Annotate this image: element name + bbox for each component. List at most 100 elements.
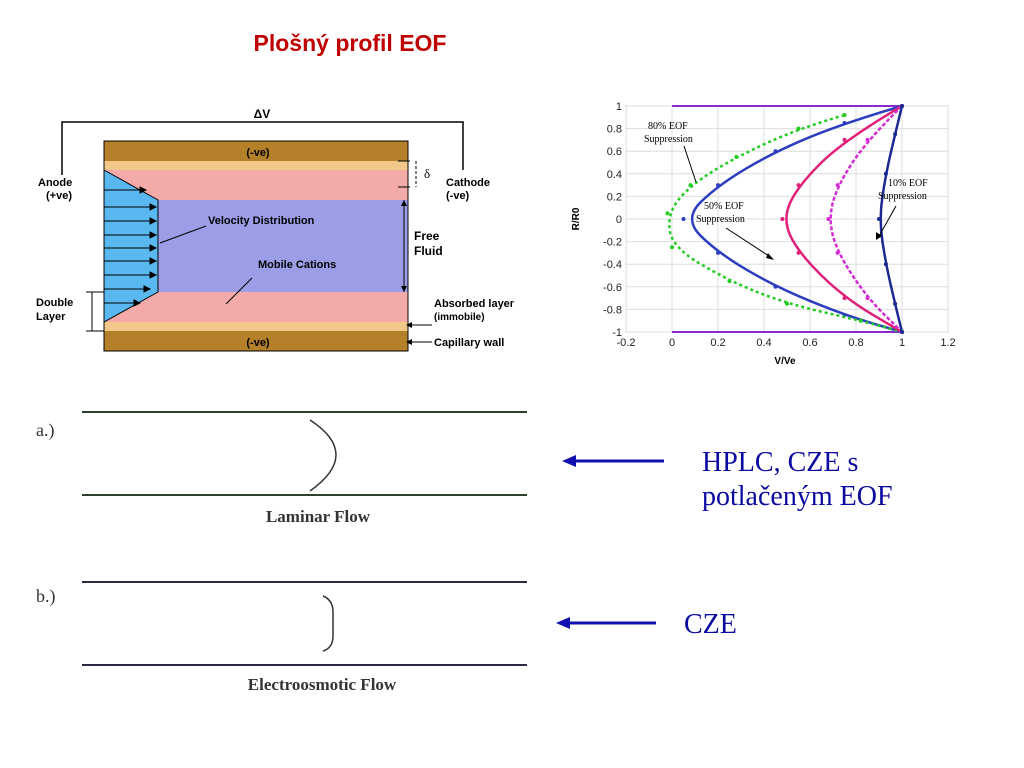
- x-tick-7: 1.2: [940, 337, 955, 349]
- x-tick-4: 0.6: [802, 337, 817, 349]
- series-line-0: [690, 104, 903, 334]
- top-wall-charge: (-ve): [246, 147, 270, 159]
- annotation-10: 10% EOF: [888, 178, 928, 189]
- anode-charge: (+ve): [46, 190, 72, 202]
- series-0-point-2: [773, 149, 778, 154]
- annotation-80-2: Suppression: [644, 134, 693, 145]
- note-eof: CZE: [684, 609, 737, 640]
- y-tick-2: 0.6: [607, 146, 622, 158]
- bottom-wall-charge: (-ve): [246, 337, 270, 349]
- x-tick-0: -0.2: [617, 337, 636, 349]
- capillary-diagram: ΔV (-ve) (-ve) δ Anode (+ve) Cathode (-v…: [36, 107, 515, 352]
- series-4-point-6: [900, 330, 904, 334]
- eof-velocity-chart: -0.2 0 0.2 0.4 0.6 0.8 1 1.210.80.60.40.20-0.2-…: [571, 101, 956, 367]
- double-layer-label: Double: [36, 297, 73, 309]
- series-1-point-4: [665, 211, 670, 216]
- series-line-3: [829, 105, 903, 333]
- y-tick-6: -0.2: [603, 237, 622, 249]
- y-tick-8: -0.6: [603, 282, 622, 294]
- y-tick-1: 0.8: [607, 124, 622, 136]
- voltage-wire: [61, 121, 464, 175]
- series-1-point-6: [727, 279, 732, 284]
- eof-caption: Electroosmotic Flow: [248, 675, 397, 694]
- series-1-point-0: [842, 113, 847, 118]
- top-absorbed-layer: [104, 161, 408, 170]
- x-tick-1: 0: [669, 337, 675, 349]
- note-laminar: HPLC, CZE s potlačeným EOF: [702, 446, 893, 514]
- y-tick-0: 1: [616, 101, 622, 113]
- series-1-point-7: [785, 301, 789, 306]
- x-tick-3: 0.4: [756, 337, 771, 349]
- series-0-point-3: [716, 183, 720, 188]
- free-fluid-label: Free: [414, 229, 440, 243]
- series-4-point-3: [877, 217, 881, 221]
- capillary-wall-label: Capillary wall: [434, 337, 504, 349]
- annotation-50: 50% EOF: [704, 201, 744, 212]
- series-line-1: [668, 113, 903, 334]
- cathode-label: Cathode: [446, 177, 490, 189]
- y-tick-5: 0: [616, 214, 622, 226]
- series-4-point-0: [900, 104, 904, 108]
- delta-label: δ: [424, 166, 430, 181]
- anode-label: Anode: [38, 177, 72, 189]
- parabolic-profile: [309, 419, 337, 492]
- series-2-point-3: [780, 217, 785, 221]
- top-double-layer: [104, 170, 408, 200]
- eof-label: b.): [36, 586, 56, 607]
- arrows: [556, 455, 664, 629]
- series-3-point-2: [835, 183, 840, 188]
- cations-label: Mobile Cations: [258, 259, 336, 271]
- y-tick-4: 0.2: [607, 191, 622, 203]
- delta-v-label: ΔV: [254, 107, 271, 121]
- series-0-point-5: [716, 250, 720, 255]
- top-wall: [104, 141, 408, 161]
- series-2-point-4: [796, 250, 801, 255]
- bottom-absorbed-layer: [104, 322, 408, 331]
- bottom-wall: [104, 331, 408, 351]
- series-0-point-4: [681, 217, 686, 221]
- series-1-point-2: [734, 154, 739, 159]
- cathode-charge: (-ve): [446, 190, 470, 202]
- x-tick-2: 0.2: [710, 337, 725, 349]
- series-4-point-2: [883, 171, 888, 176]
- series-1-point-8: [858, 318, 863, 323]
- double-layer-label-2: Layer: [36, 311, 66, 323]
- laminar-caption: Laminar Flow: [266, 507, 371, 526]
- series-2-point-2: [796, 183, 801, 188]
- bottom-double-layer: [104, 292, 408, 322]
- velocity-label: Velocity Distribution: [208, 215, 315, 227]
- series-line-2: [785, 104, 903, 334]
- series-3-point-4: [835, 250, 840, 255]
- free-fluid-label-2: Fluid: [414, 244, 443, 258]
- x-tick-6: 1: [899, 337, 905, 349]
- annotation-50-2: Suppression: [696, 214, 745, 225]
- velocity-arrows: [104, 186, 158, 307]
- note-laminar-line1: HPLC, CZE s: [702, 447, 859, 478]
- page-title: Plošný profil EOF: [253, 30, 447, 56]
- series-4-point-4: [883, 262, 888, 267]
- y-tick-10: -1: [612, 327, 622, 339]
- y-tick-3: 0.4: [607, 169, 622, 181]
- series-3-point-5: [865, 296, 870, 301]
- series-2-point-1: [842, 137, 847, 142]
- chart-ticks: -0.2 0 0.2 0.4 0.6 0.8 1 1.210.80.60.40.20-0.2-…: [603, 101, 956, 349]
- annotation-80: 80% EOF: [648, 121, 688, 132]
- laminar-label: a.): [36, 420, 54, 441]
- series-4-point-1: [893, 132, 898, 137]
- flat-profile: [322, 595, 334, 652]
- annotation-10-2: Suppression: [878, 191, 927, 202]
- series-0-point-6: [773, 284, 778, 289]
- series-3-point-3: [826, 217, 831, 221]
- series-line-4: [879, 105, 904, 333]
- series-4-point-5: [893, 301, 898, 306]
- series-1-point-3: [688, 183, 693, 188]
- absorbed-label-2: (immobile): [434, 312, 485, 323]
- absorbed-label: Absorbed layer: [434, 298, 515, 310]
- y-tick-7: -0.4: [603, 259, 622, 271]
- series-0-point-1: [842, 120, 847, 125]
- y-tick-9: -0.8: [603, 304, 622, 316]
- series-1-point-5: [670, 245, 674, 250]
- flow-diagrams: a.) Laminar Flow b.) Electroosmotic Flow: [36, 411, 527, 694]
- x-tick-5: 0.8: [848, 337, 863, 349]
- series-2-point-5: [842, 296, 847, 301]
